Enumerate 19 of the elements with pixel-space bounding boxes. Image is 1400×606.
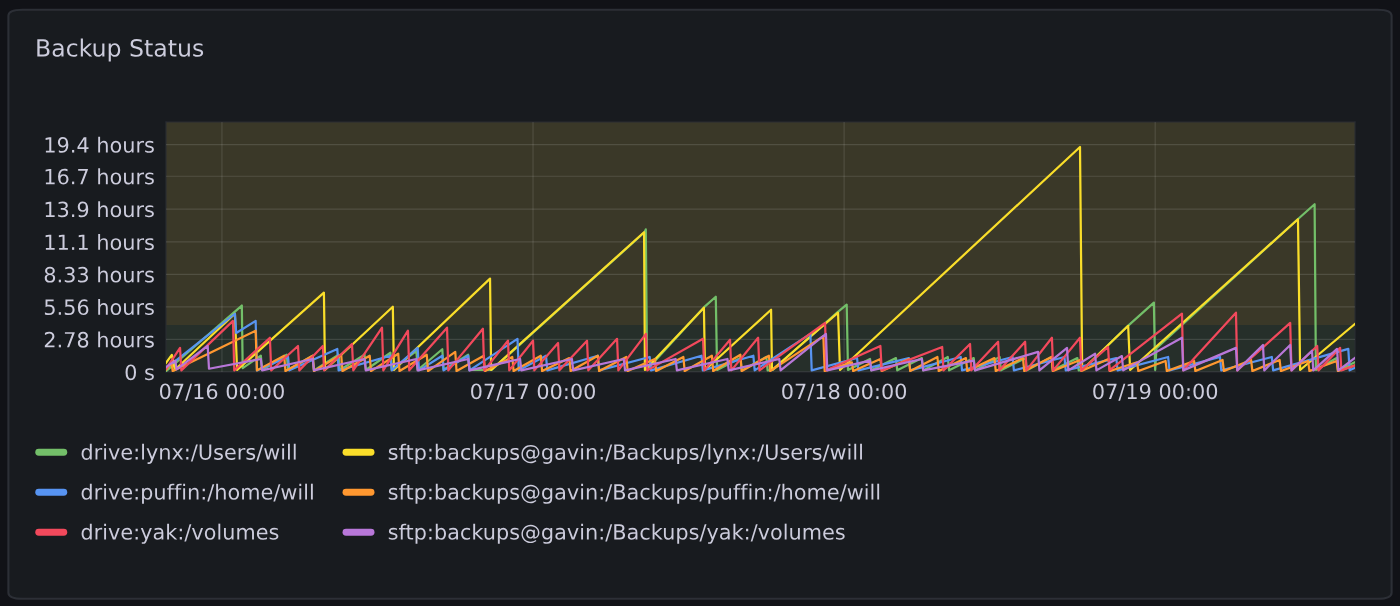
legend-label: sftp:backups@gavin:/Backups/puffin:/home/will <box>388 483 880 504</box>
chart-title: Backup Status <box>37 38 204 62</box>
y-tick-label: 13.9 hours <box>45 201 154 218</box>
x-tick-label: 07/19 00:00 <box>1093 383 1218 401</box>
legend-label: sftp:backups@gavin:/Backups/lynx:/Users/will <box>388 443 862 464</box>
x-tick-label: 07/17 00:00 <box>471 383 595 401</box>
y-tick-label: 5.56 hours <box>44 298 154 316</box>
y-tick-label: 19.4 hours <box>45 136 154 153</box>
y-tick-label: 11.1 hours <box>45 233 154 251</box>
y-tick-label: 0 s <box>125 364 154 381</box>
y-tick-label: 8.33 hours <box>44 266 154 283</box>
x-tick-label: 07/16 00:00 <box>159 383 284 401</box>
legend-label: drive:lynx:/Users/will <box>81 443 296 464</box>
legend-label: sftp:backups@gavin:/Backups/yak:/volumes <box>388 523 845 544</box>
x-tick-label: 07/18 00:00 <box>782 383 907 401</box>
y-tick-label: 2.78 hours <box>44 331 154 348</box>
y-tick-label: 16.7 hours <box>45 168 154 185</box>
legend-label: drive:yak:/volumes <box>81 523 279 544</box>
legend-label: drive:puffin:/home/will <box>81 483 313 504</box>
